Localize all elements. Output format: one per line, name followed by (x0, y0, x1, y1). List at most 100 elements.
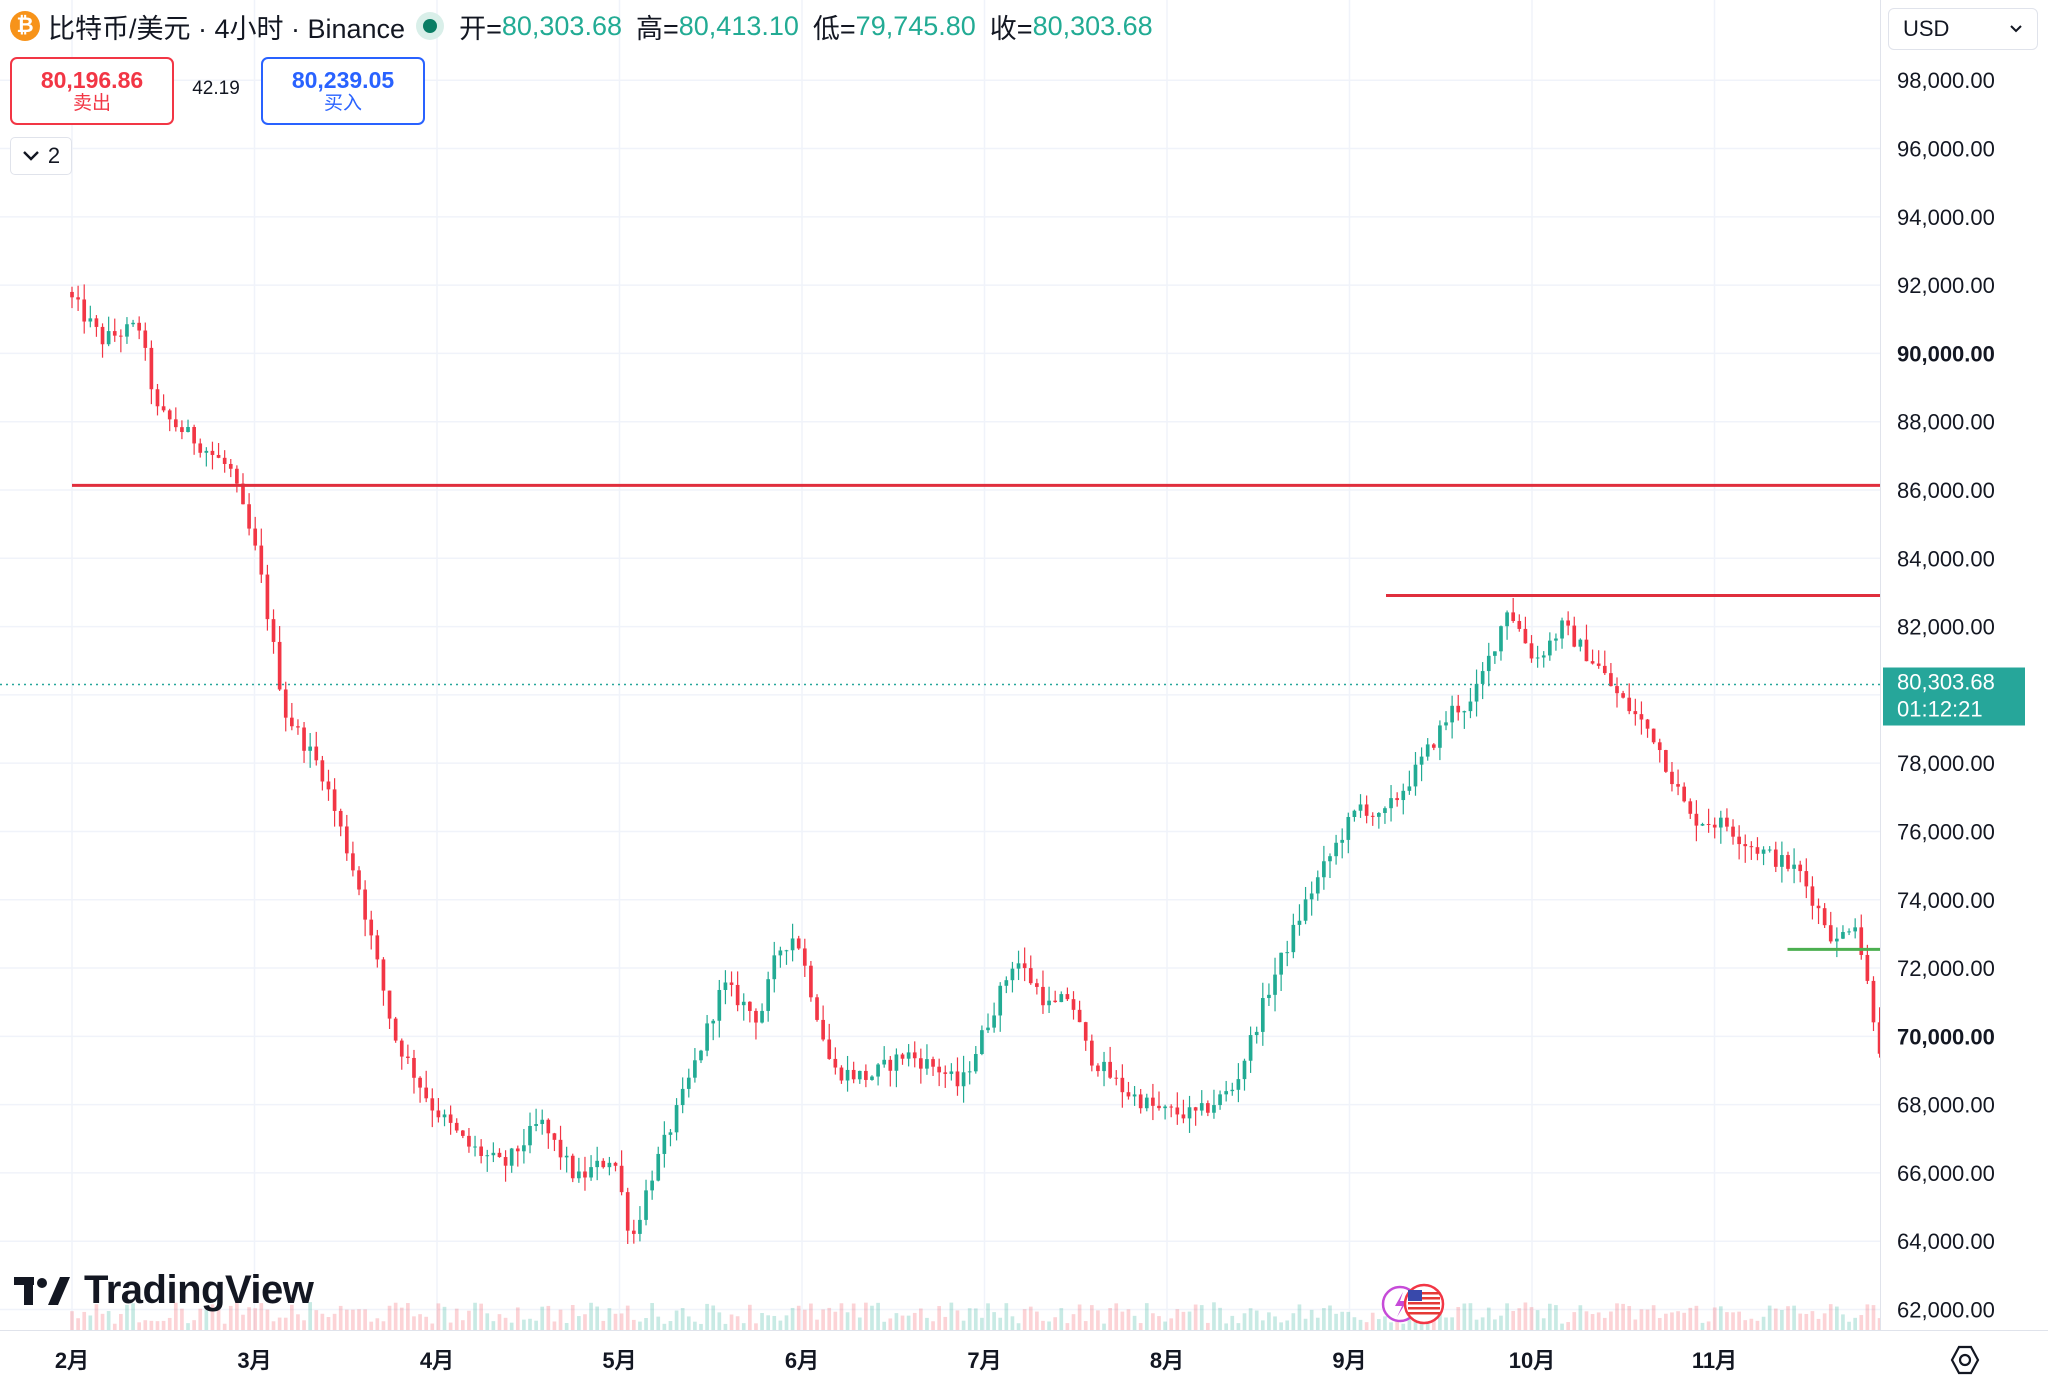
volume-bar (1120, 1311, 1125, 1330)
candle-body (638, 1219, 642, 1234)
candle-body (1645, 719, 1650, 729)
volume-bar (937, 1306, 941, 1330)
volume-bar (570, 1305, 575, 1330)
volume-bar (1230, 1315, 1235, 1330)
support-level-2[interactable]: 72,546.97 (1787, 877, 1881, 953)
bitcoin-icon[interactable]: ₿ (10, 11, 40, 41)
volume-bar (112, 1323, 117, 1330)
currency-select[interactable]: USD (1888, 8, 2038, 50)
settings-icon[interactable] (1948, 1343, 1982, 1377)
candle-body (1822, 908, 1827, 926)
flag-stripe (1408, 1312, 1440, 1315)
candle-body (448, 1114, 453, 1123)
candle-body (1725, 817, 1729, 827)
candle-body (1511, 612, 1516, 621)
candle-body (1328, 856, 1332, 862)
volume-bar (473, 1302, 477, 1330)
candle-body (741, 1001, 746, 1006)
candle-body (424, 1087, 429, 1099)
volume-bar (1218, 1307, 1222, 1330)
time-axis[interactable]: 2月 3月 4月 5月 6月 7月 8月 9月 10月 11月 (0, 1330, 2048, 1389)
candle-body (613, 1162, 618, 1166)
volume-bar (1480, 1317, 1485, 1330)
volume-bar (326, 1317, 331, 1330)
volume-bar (723, 1323, 728, 1330)
time-tick-label: 10月 (1509, 1348, 1555, 1373)
symbol-title[interactable]: 比特币/美元 · 4小时 · Binance (48, 13, 406, 44)
candle-body (1639, 714, 1644, 720)
candle-body (534, 1124, 538, 1126)
volume-bar (1792, 1305, 1796, 1330)
candle-body (1554, 638, 1558, 641)
volume-bar (399, 1307, 404, 1330)
volume-bar (247, 1307, 251, 1330)
volume-bar (1462, 1303, 1467, 1330)
candle-body (1566, 620, 1570, 626)
candle-body (1755, 847, 1760, 854)
volume-bar (1431, 1317, 1436, 1330)
candle-body (1670, 771, 1674, 785)
volume-bar (204, 1309, 209, 1330)
tradingview-logo[interactable]: TradingView (14, 1268, 314, 1313)
buy-label: 买入 (323, 93, 362, 114)
volume-bar (1114, 1303, 1119, 1330)
candle-body (314, 746, 319, 761)
volume-bar (1786, 1306, 1790, 1330)
candle-body (980, 1030, 984, 1055)
candle-body (967, 1071, 972, 1073)
volume-bar (552, 1321, 557, 1330)
candle-body (1859, 927, 1864, 955)
volume-bar (1645, 1309, 1650, 1330)
price-axis[interactable]: 62,000.00 64,000.00 66,000.00 68,000.00 70,0… (1880, 0, 2048, 1330)
candle-body (1761, 849, 1766, 854)
volume-bar (1773, 1308, 1778, 1330)
price-chart[interactable]: 86,135.9282,909.1979,360.9376,348.9172,5… (0, 0, 1880, 1330)
market-status-dot[interactable] (423, 19, 438, 33)
candle-body (1694, 813, 1699, 826)
volume-bar (1254, 1310, 1259, 1330)
candle-body (1114, 1077, 1119, 1079)
time-tick-label: 9月 (1332, 1348, 1366, 1373)
volume-bar (1053, 1317, 1058, 1330)
volume-bar (1761, 1316, 1766, 1330)
candle-body (619, 1165, 624, 1193)
candle-body (180, 427, 184, 433)
candle-body (1022, 963, 1027, 969)
volume-bar (302, 1320, 306, 1330)
volume-bar (992, 1312, 996, 1330)
volume-bar (1096, 1310, 1100, 1330)
candle-body (864, 1070, 868, 1080)
sell-button[interactable]: 80,196.86 卖出 (10, 57, 174, 125)
candle-body (1102, 1061, 1106, 1072)
volume-bar (998, 1317, 1003, 1330)
volume-bar (1267, 1312, 1271, 1330)
volume-bar (882, 1321, 887, 1330)
volume-bar (693, 1321, 697, 1330)
indicators-toggle-button[interactable]: 2 (10, 137, 72, 175)
resistance-level-0[interactable]: 86,135.92 (72, 413, 1880, 489)
candle-body (1206, 1103, 1210, 1113)
chart-area[interactable]: 86,135.9282,909.1979,360.9376,348.9172,5… (0, 0, 1880, 1330)
buy-button[interactable]: 80,239.05 买入 (261, 57, 425, 125)
volume-bar (106, 1311, 111, 1330)
flag-stripe (1408, 1292, 1440, 1295)
volume-bar (546, 1305, 551, 1330)
resistance-level-1[interactable]: 82,909.19 (1386, 524, 1880, 600)
candle-body (479, 1146, 483, 1156)
candle-body (1285, 952, 1290, 954)
price-tick-label: 88,000.00 (1897, 410, 1995, 435)
tradingview-logo-text: TradingView (84, 1268, 314, 1312)
volume-bar (1193, 1304, 1198, 1330)
candle-body (1364, 804, 1369, 816)
event-icons[interactable] (1381, 1283, 1445, 1325)
candle-body (1279, 952, 1283, 975)
volume-bar (222, 1323, 227, 1330)
last-price-tag[interactable] (1883, 667, 2025, 726)
volume-bar (1138, 1323, 1143, 1330)
candle-body (1126, 1092, 1131, 1097)
volume-bar (271, 1321, 276, 1330)
candle-body (1651, 728, 1656, 743)
volume-bar (1572, 1312, 1577, 1330)
candle-body (760, 1010, 764, 1023)
candle-body (1621, 693, 1625, 698)
